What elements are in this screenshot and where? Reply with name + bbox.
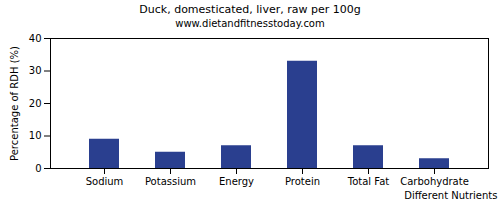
svg-text:0: 0 bbox=[35, 163, 41, 174]
svg-text:30: 30 bbox=[29, 65, 42, 76]
svg-text:Energy: Energy bbox=[219, 176, 254, 187]
svg-text:Percentage of RDH (%): Percentage of RDH (%) bbox=[9, 46, 20, 161]
svg-text:10: 10 bbox=[29, 130, 42, 141]
svg-text:Carbohydrate: Carbohydrate bbox=[400, 176, 469, 187]
svg-text:Different Nutrients: Different Nutrients bbox=[404, 190, 497, 200]
svg-text:Protein: Protein bbox=[285, 176, 320, 187]
svg-text:40: 40 bbox=[29, 33, 42, 44]
svg-text:20: 20 bbox=[29, 98, 42, 109]
html-text:www.dietandfitnesstoday.com: www.dietandfitnesstoday.com bbox=[175, 18, 325, 29]
html-text:Duck, domesticated, liver, raw: Duck, domesticated, liver, raw per 100g bbox=[139, 3, 361, 16]
svg-text:Total Fat: Total Fat bbox=[347, 176, 389, 187]
svg-text:Potassium: Potassium bbox=[145, 176, 196, 187]
svg-text:Sodium: Sodium bbox=[86, 176, 124, 187]
